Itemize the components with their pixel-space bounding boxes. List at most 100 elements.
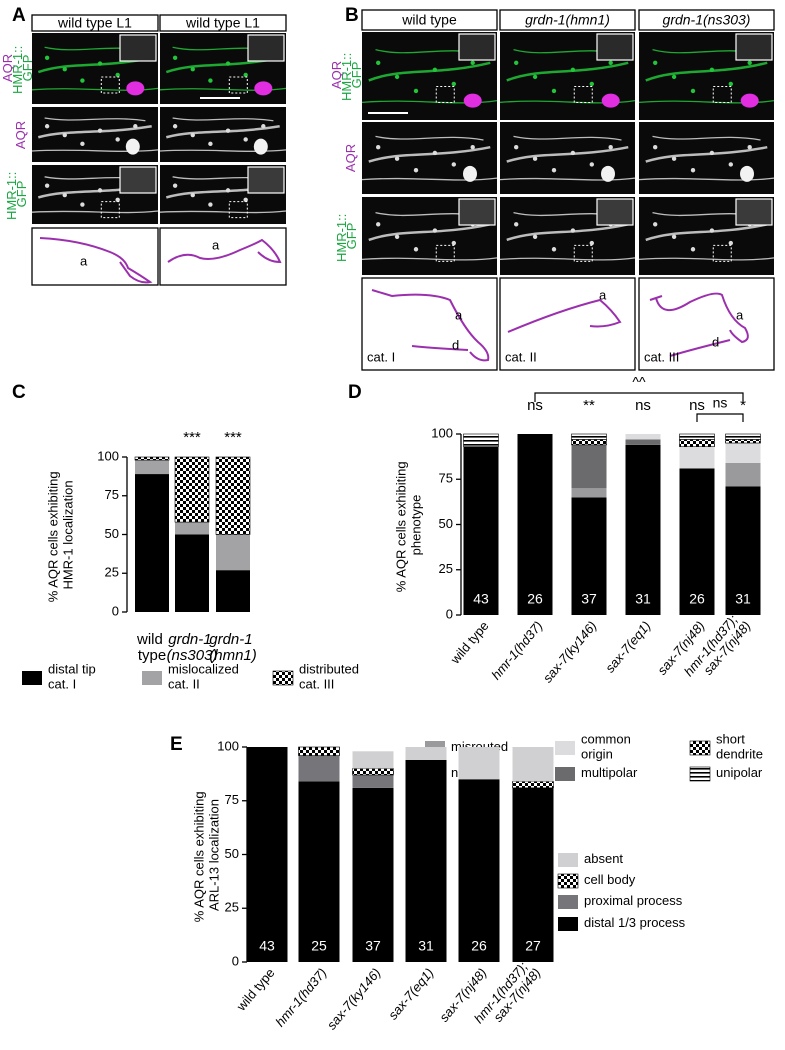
x-tick-label: hmr-1(hd37); sax-7(nj48) [471, 956, 544, 1035]
neurite [159, 210, 287, 214]
legend-swatch [558, 853, 578, 867]
puncta [80, 141, 85, 147]
y-tick-label: 75 [439, 471, 453, 486]
inset [458, 33, 496, 61]
puncta [172, 124, 178, 129]
y-tick-label: 50 [225, 846, 239, 861]
inset [119, 34, 157, 62]
row-label: AQR [343, 144, 358, 172]
bar-segment [625, 444, 661, 615]
puncta [671, 74, 677, 80]
neurite [638, 99, 775, 104]
y-tick-label: 100 [97, 448, 119, 463]
puncta [532, 234, 538, 239]
neurite [638, 257, 775, 261]
column-header: wild type L1 [57, 15, 132, 31]
legend-label: mislocalized cat. II [168, 662, 242, 692]
schematic-label: a [80, 253, 88, 268]
neuron-trace [167, 238, 282, 264]
schematic-label: a [599, 287, 607, 302]
puncta [690, 247, 696, 252]
row-label: HMR-1:: GFP [4, 168, 29, 220]
puncta [208, 78, 213, 83]
bar-segment [512, 787, 554, 962]
n-label: 25 [311, 938, 327, 954]
legend-label: common origin [581, 732, 634, 762]
y-tick-label: 0 [232, 953, 239, 968]
bar-segment [725, 486, 761, 615]
inset [596, 198, 634, 226]
y-axis-label: % AQR cells exhibiting HMR-1 localizatio… [46, 468, 76, 602]
neurite [638, 177, 775, 181]
roi-box [435, 86, 455, 104]
puncta [208, 202, 213, 207]
comparison-bracket [534, 392, 744, 402]
bar-segment [463, 433, 499, 447]
puncta [394, 234, 400, 239]
bar-segment [175, 522, 209, 535]
schematic-label: a [212, 237, 220, 252]
puncta [243, 137, 248, 142]
panel-label: B [345, 5, 359, 26]
puncta [570, 228, 576, 233]
significance: ** [583, 397, 595, 414]
y-tick-label: 0 [112, 603, 119, 618]
y-tick-label: 75 [105, 487, 119, 502]
x-tick-label: grdn-1 (ns303) [167, 631, 218, 664]
puncta [570, 150, 576, 156]
cell-body [126, 81, 145, 96]
x-tick-label: hmr-1(hd37); sax-7(nj48) [681, 609, 754, 688]
bar-segment [725, 462, 761, 487]
bar-segment [458, 747, 500, 780]
puncta [653, 145, 658, 150]
puncta [570, 67, 576, 73]
puncta [376, 145, 381, 150]
puncta [709, 67, 715, 73]
x-tick-label: hmr-1(hd37) [273, 965, 330, 1029]
column-header-frame [159, 14, 287, 32]
legend-swatch [689, 740, 711, 756]
n-label: 26 [689, 591, 705, 607]
neurite [37, 125, 152, 139]
neuron-trace [649, 292, 749, 357]
bar-segment [298, 746, 340, 756]
puncta [671, 234, 677, 239]
schematic-label: a [736, 307, 744, 322]
y-tick-label: 25 [105, 565, 119, 580]
puncta [608, 145, 613, 150]
puncta [62, 67, 67, 72]
schematic-label: d [452, 337, 459, 352]
puncta [470, 60, 475, 65]
bar-segment [517, 434, 553, 615]
puncta [551, 247, 557, 252]
row-label: HMR-1:: GFP [339, 49, 364, 101]
x-tick-label: sax-7(ky146) [540, 618, 600, 685]
x-tick-label: wild type [136, 631, 167, 664]
puncta [432, 67, 438, 73]
comparison-label: ^^ [632, 374, 646, 390]
legend-label: distal tip cat. I [48, 662, 99, 692]
puncta [470, 145, 475, 150]
neurite [44, 117, 146, 122]
roi-box [712, 244, 732, 262]
bar-segment [352, 774, 394, 788]
puncta [80, 202, 85, 207]
bar-segment [135, 460, 169, 475]
schematic-category: cat. III [644, 349, 679, 364]
puncta [653, 222, 658, 227]
puncta [115, 137, 120, 142]
legend-label: distributed cat. III [299, 662, 363, 692]
n-label: 43 [473, 591, 489, 607]
cell-body [463, 165, 477, 182]
neurite [645, 145, 768, 163]
bar-segment [405, 759, 447, 962]
puncta [589, 81, 594, 87]
puncta [690, 88, 696, 94]
legend-swatch [555, 741, 575, 755]
puncta [653, 60, 658, 65]
puncta [589, 162, 594, 167]
bar-segment [175, 534, 209, 612]
n-label: 26 [527, 591, 543, 607]
roi-box [573, 86, 593, 104]
roi-box [100, 76, 120, 94]
